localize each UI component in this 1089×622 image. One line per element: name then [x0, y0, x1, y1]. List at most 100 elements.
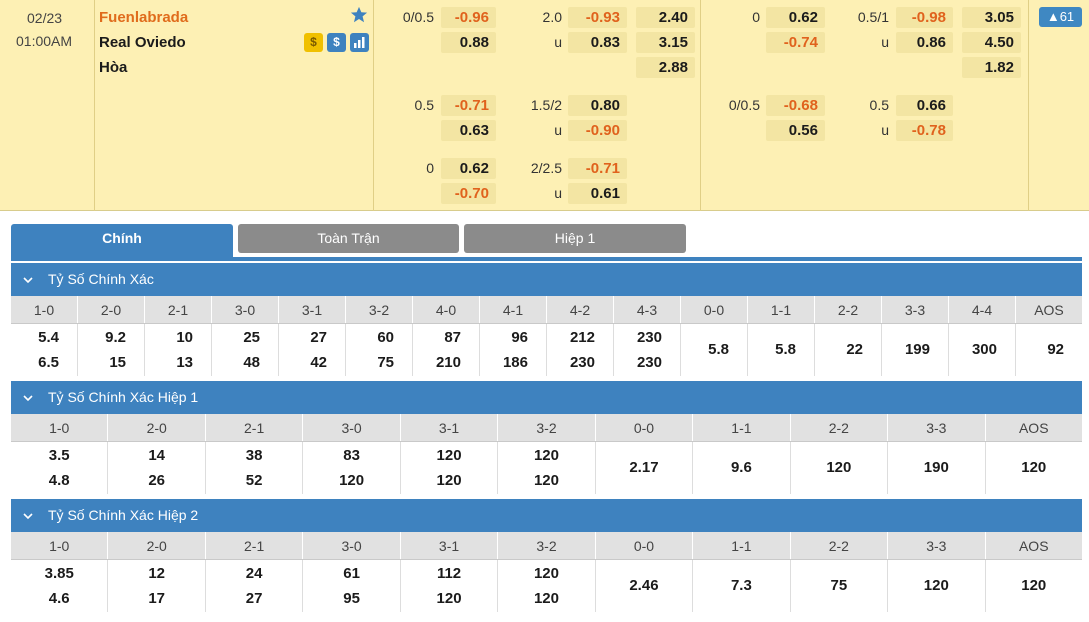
score-odds-cell[interactable]: 38 52	[206, 442, 304, 494]
draw-score-odds: 22	[846, 341, 863, 358]
score-odds-cell[interactable]: 5.4 6.5	[11, 324, 78, 376]
score-odds-cell[interactable]: 230 230	[614, 324, 681, 376]
section-title: Tỷ Số Chính Xác	[48, 271, 154, 287]
score-odds-cell[interactable]: 22	[815, 324, 882, 376]
odds-cell[interactable]: 0.83	[568, 32, 627, 53]
stats-icon[interactable]	[350, 33, 369, 52]
odds-cell[interactable]: -0.68	[766, 95, 825, 116]
score-odds-cell[interactable]: 27 42	[279, 324, 346, 376]
ou-under-label: u	[554, 185, 562, 201]
score-odds-cell[interactable]: 9.2 15	[78, 324, 145, 376]
odds-cell[interactable]: 0.62	[441, 158, 496, 179]
tab-hiep-1[interactable]: Hiệp 1	[464, 224, 686, 253]
odds-cell[interactable]: -0.78	[896, 120, 953, 141]
score-odds-cell[interactable]: 199	[882, 324, 949, 376]
home-score-odds: 112	[436, 565, 462, 582]
odds-cell[interactable]: -0.96	[441, 7, 496, 28]
chevron-down-icon[interactable]	[22, 510, 34, 522]
odds-cell[interactable]: 0.88	[441, 32, 496, 53]
score-odds-cell[interactable]: 2.46	[596, 560, 694, 612]
home-score-odds: 38	[245, 447, 263, 464]
score-odds-cell[interactable]: 96 186	[480, 324, 547, 376]
odds-cell[interactable]: -0.70	[441, 183, 496, 204]
section-header[interactable]: Tỷ Số Chính Xác	[11, 263, 1082, 296]
score-odds-cell[interactable]: 5.8	[748, 324, 815, 376]
odds-cell[interactable]: 1.82	[962, 57, 1021, 78]
chevron-down-icon[interactable]	[22, 392, 34, 404]
score-odds-cell[interactable]: 112 120	[401, 560, 499, 612]
score-odds-cell[interactable]: 120 120	[498, 442, 596, 494]
tab-chinh[interactable]: Chính	[11, 224, 233, 258]
odds-row: 3.85 4.6 12 17 24 27 61 95 112 120 120 120 2.46 7.3 75…	[11, 560, 1082, 612]
odds-cell[interactable]: 0.56	[766, 120, 825, 141]
score-odds-cell[interactable]: 60 75	[346, 324, 413, 376]
odds-cell[interactable]: 0.66	[896, 95, 953, 116]
score-odds-cell[interactable]: 25 48	[212, 324, 279, 376]
score-odds-cell[interactable]: 120	[888, 560, 986, 612]
home-score-odds: 96	[511, 329, 528, 346]
odds-cell[interactable]: 2.40	[636, 7, 695, 28]
draw-score-odds: 5.8	[708, 341, 729, 358]
score-odds-cell[interactable]: 190	[888, 442, 986, 494]
score-odds-cell[interactable]: 212 230	[547, 324, 614, 376]
odds-cell[interactable]: 0.62	[766, 7, 825, 28]
score-odds-cell[interactable]: 14 26	[108, 442, 206, 494]
odds-cell[interactable]: 3.05	[962, 7, 1021, 28]
score-odds-cell[interactable]: 9.6	[693, 442, 791, 494]
score-odds-cell[interactable]: 5.8	[681, 324, 748, 376]
odds-cell[interactable]: -0.74	[766, 32, 825, 53]
odds-cell[interactable]: -0.71	[568, 158, 627, 179]
odds-cell[interactable]: 3.15	[636, 32, 695, 53]
dollar-icon[interactable]: $	[327, 33, 346, 52]
tab-toan-tran[interactable]: Toàn Trận	[238, 224, 459, 253]
home-score-odds: 24	[245, 565, 263, 582]
away-team[interactable]: Real Oviedo	[99, 34, 186, 51]
away-score-odds: 4.6	[48, 590, 70, 607]
score-odds-cell[interactable]: 2.17	[596, 442, 694, 494]
score-odds-cell[interactable]: 120 120	[401, 442, 499, 494]
score-odds-cell[interactable]: 92	[1016, 324, 1082, 376]
draw-score-odds: 120	[1021, 459, 1047, 476]
away-score-odds: 120	[436, 590, 462, 607]
score-odds-cell[interactable]: 61 95	[303, 560, 401, 612]
score-header-row: 1-0 2-0 2-1 3-0 3-1 3-2 0-0 1-1 2-2 3-3 AOS	[11, 532, 1082, 560]
score-odds-cell[interactable]: 10 13	[145, 324, 212, 376]
odds-cell[interactable]: 2.88	[636, 57, 695, 78]
home-team[interactable]: Fuenlabrada	[99, 9, 189, 26]
score-odds-cell[interactable]: 300	[949, 324, 1016, 376]
score-odds-cell[interactable]: 3.85 4.6	[11, 560, 109, 612]
score-header: 4-0	[413, 296, 480, 323]
score-odds-cell[interactable]: 120	[791, 442, 889, 494]
odds-cell[interactable]: 0.86	[896, 32, 953, 53]
odds-cell[interactable]: -0.93	[568, 7, 627, 28]
score-odds-cell[interactable]: 12 17	[108, 560, 206, 612]
score-odds-cell[interactable]: 83 120	[303, 442, 401, 494]
score-header: 1-1	[748, 296, 815, 323]
score-odds-cell[interactable]: 24 27	[206, 560, 304, 612]
coin-icon[interactable]: $	[304, 33, 323, 52]
chevron-down-icon[interactable]	[22, 274, 34, 286]
odds-cell[interactable]: 0.63	[441, 120, 496, 141]
score-odds-cell[interactable]: 120	[986, 560, 1082, 612]
score-odds-cell[interactable]: 120	[986, 442, 1082, 494]
odds-cell[interactable]: -0.71	[441, 95, 496, 116]
score-odds-cell[interactable]: 87 210	[413, 324, 480, 376]
score-header: 3-0	[303, 414, 401, 441]
away-score-odds: 13	[176, 354, 193, 371]
score-odds-cell[interactable]: 75	[791, 560, 889, 612]
odds-cell[interactable]: -0.98	[896, 7, 953, 28]
odds-cell[interactable]: 0.80	[568, 95, 627, 116]
odds-cell[interactable]: -0.90	[568, 120, 627, 141]
more-bets-button[interactable]: ▲61	[1039, 7, 1082, 27]
odds-cell[interactable]: 0.61	[568, 183, 627, 204]
star-icon[interactable]	[350, 6, 368, 24]
away-score-odds: 26	[148, 472, 166, 489]
correct-score-section: Tỷ Số Chính Xác 1-0 2-0 2-1 3-0 3-1 3-2 4-0 4-1 4…	[11, 263, 1082, 376]
odds-cell[interactable]: 4.50	[962, 32, 1021, 53]
score-odds-cell[interactable]: 3.5 4.8	[11, 442, 109, 494]
score-odds-cell[interactable]: 7.3	[693, 560, 791, 612]
section-header[interactable]: Tỷ Số Chính Xác Hiệp 1	[11, 381, 1082, 414]
section-header[interactable]: Tỷ Số Chính Xác Hiệp 2	[11, 499, 1082, 532]
draw-score-odds: 120	[923, 577, 949, 594]
score-odds-cell[interactable]: 120 120	[498, 560, 596, 612]
